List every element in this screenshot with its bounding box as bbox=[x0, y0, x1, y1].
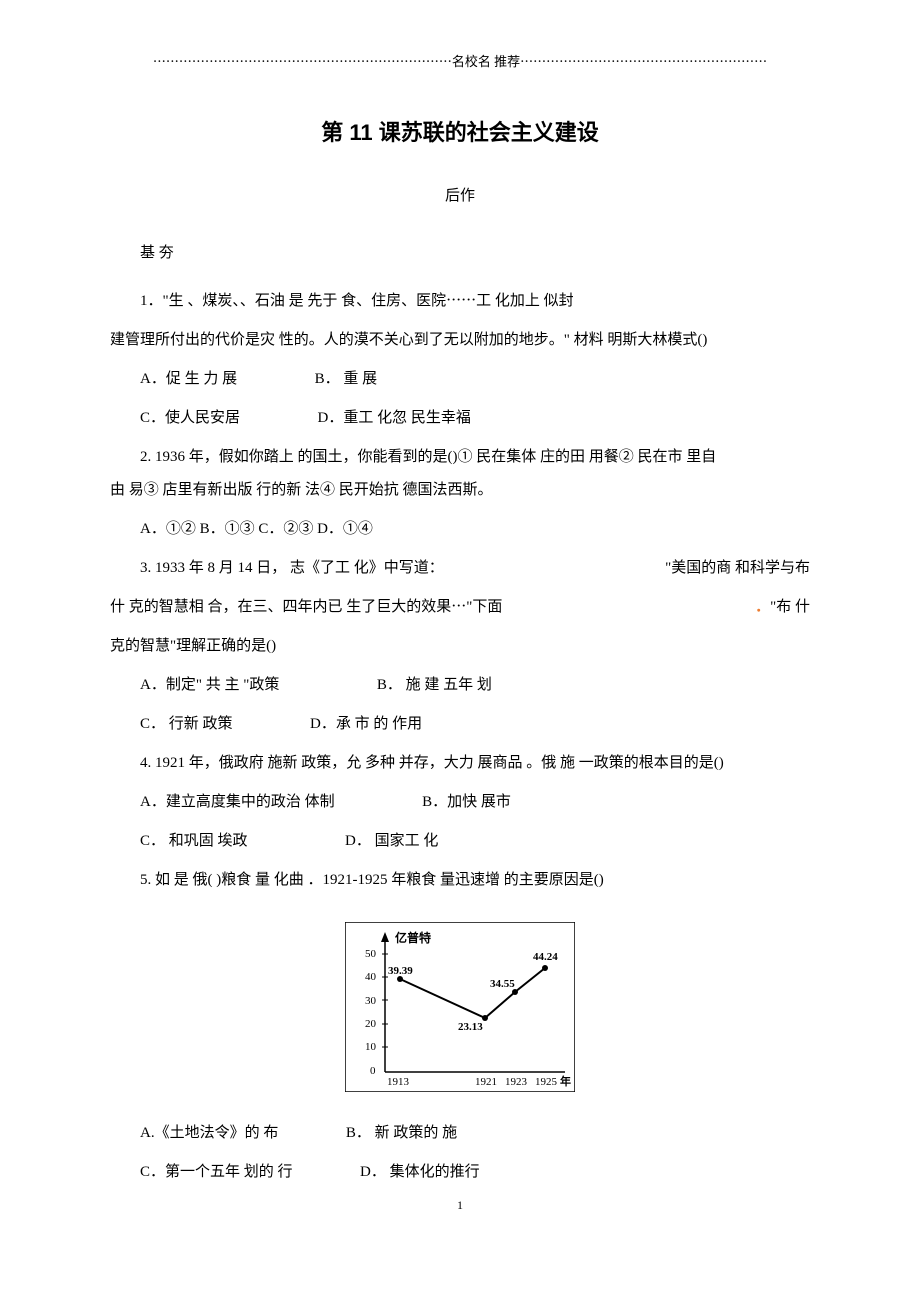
q4-options-row2: C． 和巩固 埃政 D． 国家工 化 bbox=[110, 825, 810, 858]
q1-optC: C．使人民安居 bbox=[140, 410, 240, 426]
grain-chart: 亿普特 50 40 30 20 10 0 1913 1921 1923 1925… bbox=[345, 922, 575, 1092]
q4-optB: B．加快 展市 bbox=[422, 794, 511, 810]
q3-text2b: "布 什 bbox=[770, 591, 810, 624]
q5-text: 5. 如 是 俄( )粮食 量 化曲 ．1921-1925 年粮食 量迅速增 的… bbox=[110, 864, 810, 897]
q4-text: 4. 1921 年，俄政府 施新 政策，允 多种 并存，大力 展商品 。俄 施 … bbox=[110, 747, 810, 780]
q5-optB: B． 新 政策的 施 bbox=[346, 1125, 457, 1141]
point-label-1925: 44.24 bbox=[533, 951, 558, 963]
q1-optB: B． 重 展 bbox=[315, 371, 378, 387]
xtick-1913: 1913 bbox=[387, 1076, 410, 1088]
q5-options-row2: C．第一个五年 划的 行 D． 集体化的推行 bbox=[110, 1156, 810, 1189]
q1-optD: D．重工 化忽 民生幸福 bbox=[318, 410, 471, 426]
q3-text2a: 什 克的智慧相 合，在三、四年内已 生了巨大的效果⋯"下面 bbox=[110, 591, 502, 624]
ytick-40: 40 bbox=[365, 971, 377, 983]
point-label-1923: 34.55 bbox=[490, 978, 515, 990]
point-label-1921: 23.13 bbox=[458, 1021, 483, 1033]
chart-container: 亿普特 50 40 30 20 10 0 1913 1921 1923 1925… bbox=[110, 922, 810, 1102]
ytick-50: 50 bbox=[365, 948, 377, 960]
ytick-30: 30 bbox=[365, 995, 377, 1007]
ytick-10: 10 bbox=[365, 1041, 377, 1053]
header-line: ⋯⋯⋯⋯⋯⋯⋯⋯⋯⋯⋯⋯⋯⋯⋯⋯⋯⋯⋯⋯⋯⋯⋯名校名 推荐⋯⋯⋯⋯⋯⋯⋯⋯⋯⋯⋯… bbox=[110, 50, 810, 73]
q5-optD: D． 集体化的推行 bbox=[360, 1164, 480, 1180]
q3-line3: 克的智慧"理解正确的是() bbox=[110, 630, 810, 663]
point-label-1913: 39.39 bbox=[388, 965, 413, 977]
q4-options-row1: A．建立高度集中的政治 体制 B．加快 展市 bbox=[110, 786, 810, 819]
q1-options-row1: A．促 生 力 展 B． 重 展 bbox=[110, 363, 810, 396]
q3-optC: C． 行新 政策 bbox=[140, 716, 233, 732]
ytick-0: 0 bbox=[370, 1065, 376, 1077]
q4-optA: A．建立高度集中的政治 体制 bbox=[140, 794, 335, 810]
x-axis-end: 年 bbox=[560, 1074, 571, 1088]
q1-text2: 建管理所付出的代价是灾 性的。人的漠不关心到了无以附加的地步。" 材料 明斯大林… bbox=[110, 324, 810, 357]
q5-options-row1: A.《土地法令》的 布 B． 新 政策的 施 bbox=[110, 1117, 810, 1150]
q3-optA: A．制定" 共 主 "政策 bbox=[140, 677, 279, 693]
q1-text1: 1．"生 、煤炭、、石油 是 先于 食、住房、医院⋯⋯工 化加上 似封 bbox=[110, 285, 810, 318]
q3-optB: B． 施 建 五年 划 bbox=[377, 677, 492, 693]
q4-optD: D． 国家工 化 bbox=[345, 833, 438, 849]
q1-optA: A．促 生 力 展 bbox=[140, 371, 237, 387]
xtick-1925: 1925 bbox=[535, 1076, 558, 1088]
q2-text: 2. 1936 年，假如你踏上 的国土，你能看到的是()① 民在集体 庄的田 用… bbox=[110, 441, 810, 507]
document-title: 第 11 课苏联的社会主义建设 bbox=[110, 113, 810, 153]
y-axis-label: 亿普特 bbox=[395, 930, 431, 945]
xtick-1923: 1923 bbox=[505, 1076, 528, 1088]
q3-options-row2: C． 行新 政策 D．承 市 的 作用 bbox=[110, 708, 810, 741]
ytick-20: 20 bbox=[365, 1018, 377, 1030]
q2-options: A．①② B．①③ C．②③ D．①④ bbox=[110, 513, 810, 546]
orange-dot-icon: ． bbox=[755, 591, 770, 624]
q5-optC: C．第一个五年 划的 行 bbox=[140, 1164, 293, 1180]
q3-text1b: "美国的商 和科学与布 bbox=[665, 552, 810, 585]
q3-optD: D．承 市 的 作用 bbox=[310, 716, 422, 732]
q3-text1a: 3. 1933 年 8 月 14 日， 志《了工 化》中写道： bbox=[110, 552, 444, 585]
q4-optC: C． 和巩固 埃政 bbox=[140, 833, 248, 849]
xtick-1921: 1921 bbox=[475, 1076, 497, 1088]
page-number: 1 bbox=[110, 1195, 810, 1217]
q5-optA: A.《土地法令》的 布 bbox=[140, 1125, 278, 1141]
q1-options-row2: C．使人民安居 D．重工 化忽 民生幸福 bbox=[110, 402, 810, 435]
section-label: 基 夯 bbox=[110, 240, 810, 267]
q3-line2: 什 克的智慧相 合，在三、四年内已 生了巨大的效果⋯"下面 ． "布 什 bbox=[110, 591, 810, 624]
q3-options-row1: A．制定" 共 主 "政策 B． 施 建 五年 划 bbox=[110, 669, 810, 702]
subtitle: 后作 bbox=[110, 183, 810, 210]
q3-line1: 3. 1933 年 8 月 14 日， 志《了工 化》中写道： "美国的商 和科… bbox=[110, 552, 810, 585]
